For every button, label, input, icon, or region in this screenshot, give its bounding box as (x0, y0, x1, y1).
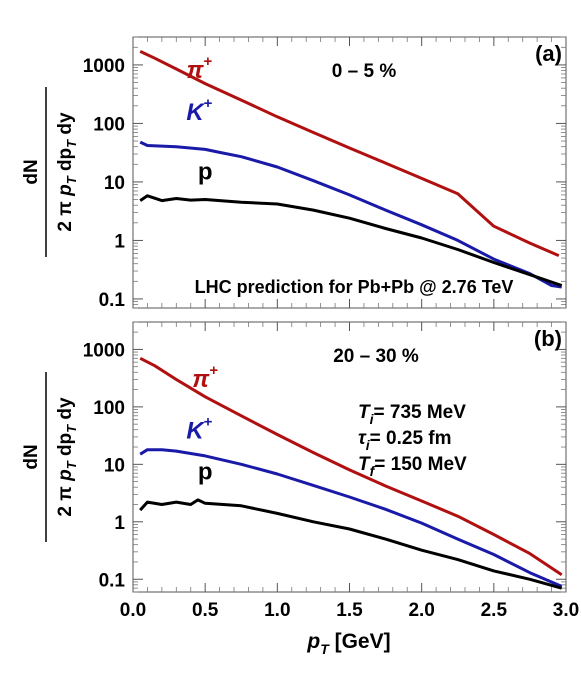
x-tick-label: 1.0 (264, 600, 290, 621)
centrality-label: 20 – 30 % (333, 346, 419, 367)
series-label-proton: p (198, 159, 213, 186)
x-tick-label: 0.0 (120, 600, 146, 621)
series-line-pion (139, 50, 560, 257)
series-label-pion: π+ (192, 362, 218, 393)
y-axis-label: dN 2 π pT dpT dy (21, 372, 79, 542)
y-axis-label: dN 2 π pT dpT dy (21, 87, 79, 257)
x-tick-label: 0.5 (192, 600, 219, 621)
x-tick-label: 2.5 (481, 600, 508, 621)
param-line: Ti= 735 MeV (358, 402, 466, 427)
y-label-numerator: dN (21, 159, 42, 184)
prediction-annotation: LHC prediction for Pb+Pb @ 2.76 TeV (195, 277, 514, 297)
series-line-proton (139, 498, 563, 590)
y-tick-label: 1 (114, 231, 125, 252)
panel-a: 0.1 1 10 100 1000 π+ K+ p (a) 0 – 5 % LHC predicti… (83, 36, 567, 311)
param-line: τi= 0.25 fm (358, 428, 452, 453)
series-label-kaon: K+ (186, 414, 212, 445)
panel-b: 0.1 1 10 100 1000 0.0 0.5 1.0 1.5 2.0 2.5 3.0 π+ K+ p (… (83, 321, 579, 621)
param-line: Tf= 150 MeV (358, 454, 467, 479)
y-tick-label: 1 (114, 513, 125, 534)
y-tick-label: 100 (93, 398, 125, 419)
y-tick-label: 10 (104, 455, 125, 476)
series-label-proton: p (198, 458, 213, 485)
y-label-denominator: 2 π pT dpT dy (55, 112, 79, 232)
x-axis-label: pT [GeV] (306, 630, 390, 657)
y-label-denominator: 2 π pT dpT dy (55, 397, 79, 517)
x-tick-label: 2.0 (408, 600, 434, 621)
panel-label: (b) (534, 326, 562, 351)
series-line-pion (139, 356, 563, 576)
series-label-kaon: K+ (186, 95, 212, 126)
x-tick-label: 3.0 (553, 600, 579, 621)
y-tick-label: 100 (93, 114, 125, 135)
y-tick-label: 0.1 (99, 290, 126, 311)
series-line-kaon (139, 140, 562, 289)
y-tick-label: 1000 (83, 340, 125, 361)
centrality-label: 0 – 5 % (332, 61, 397, 82)
series-line-proton (139, 194, 563, 287)
x-tick-label: 1.5 (336, 600, 363, 621)
y-tick-label: 10 (104, 173, 125, 194)
series-label-pion: π+ (186, 53, 212, 84)
y-tick-label: 0.1 (99, 570, 126, 591)
y-label-numerator: dN (21, 444, 42, 469)
y-tick-label: 1000 (83, 56, 125, 77)
panel-label: (a) (535, 41, 562, 66)
